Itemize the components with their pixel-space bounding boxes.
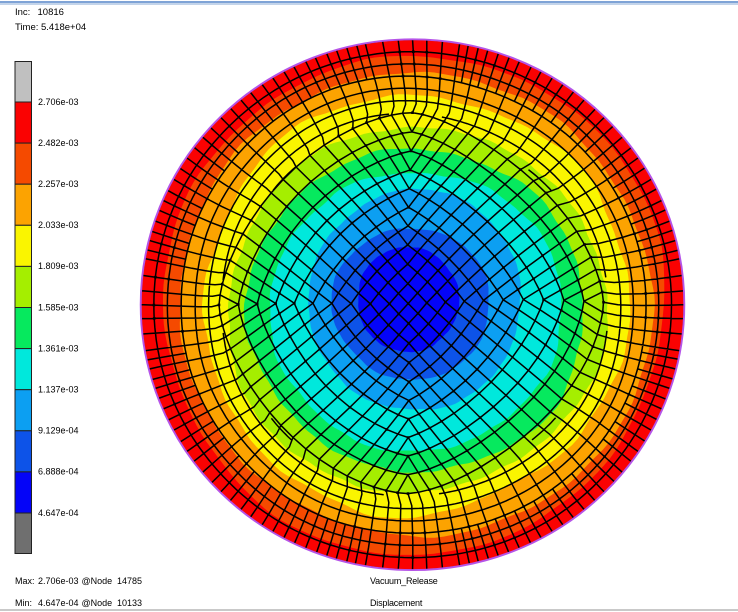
- svg-text:1.137e-03: 1.137e-03: [38, 385, 79, 395]
- svg-text:6.888e-04: 6.888e-04: [38, 467, 79, 477]
- svg-text:9.129e-04: 9.129e-04: [38, 426, 79, 436]
- svg-text:1.809e-03: 1.809e-03: [38, 261, 79, 271]
- svg-text:2.482e-03: 2.482e-03: [38, 138, 79, 148]
- svg-text:1.585e-03: 1.585e-03: [38, 302, 79, 312]
- svg-text:4.647e-04: 4.647e-04: [38, 508, 79, 518]
- svg-text:1.361e-03: 1.361e-03: [38, 343, 79, 353]
- svg-text:2.257e-03: 2.257e-03: [38, 179, 79, 189]
- svg-text:2.706e-03: 2.706e-03: [38, 97, 79, 107]
- svg-text:2.033e-03: 2.033e-03: [38, 220, 79, 230]
